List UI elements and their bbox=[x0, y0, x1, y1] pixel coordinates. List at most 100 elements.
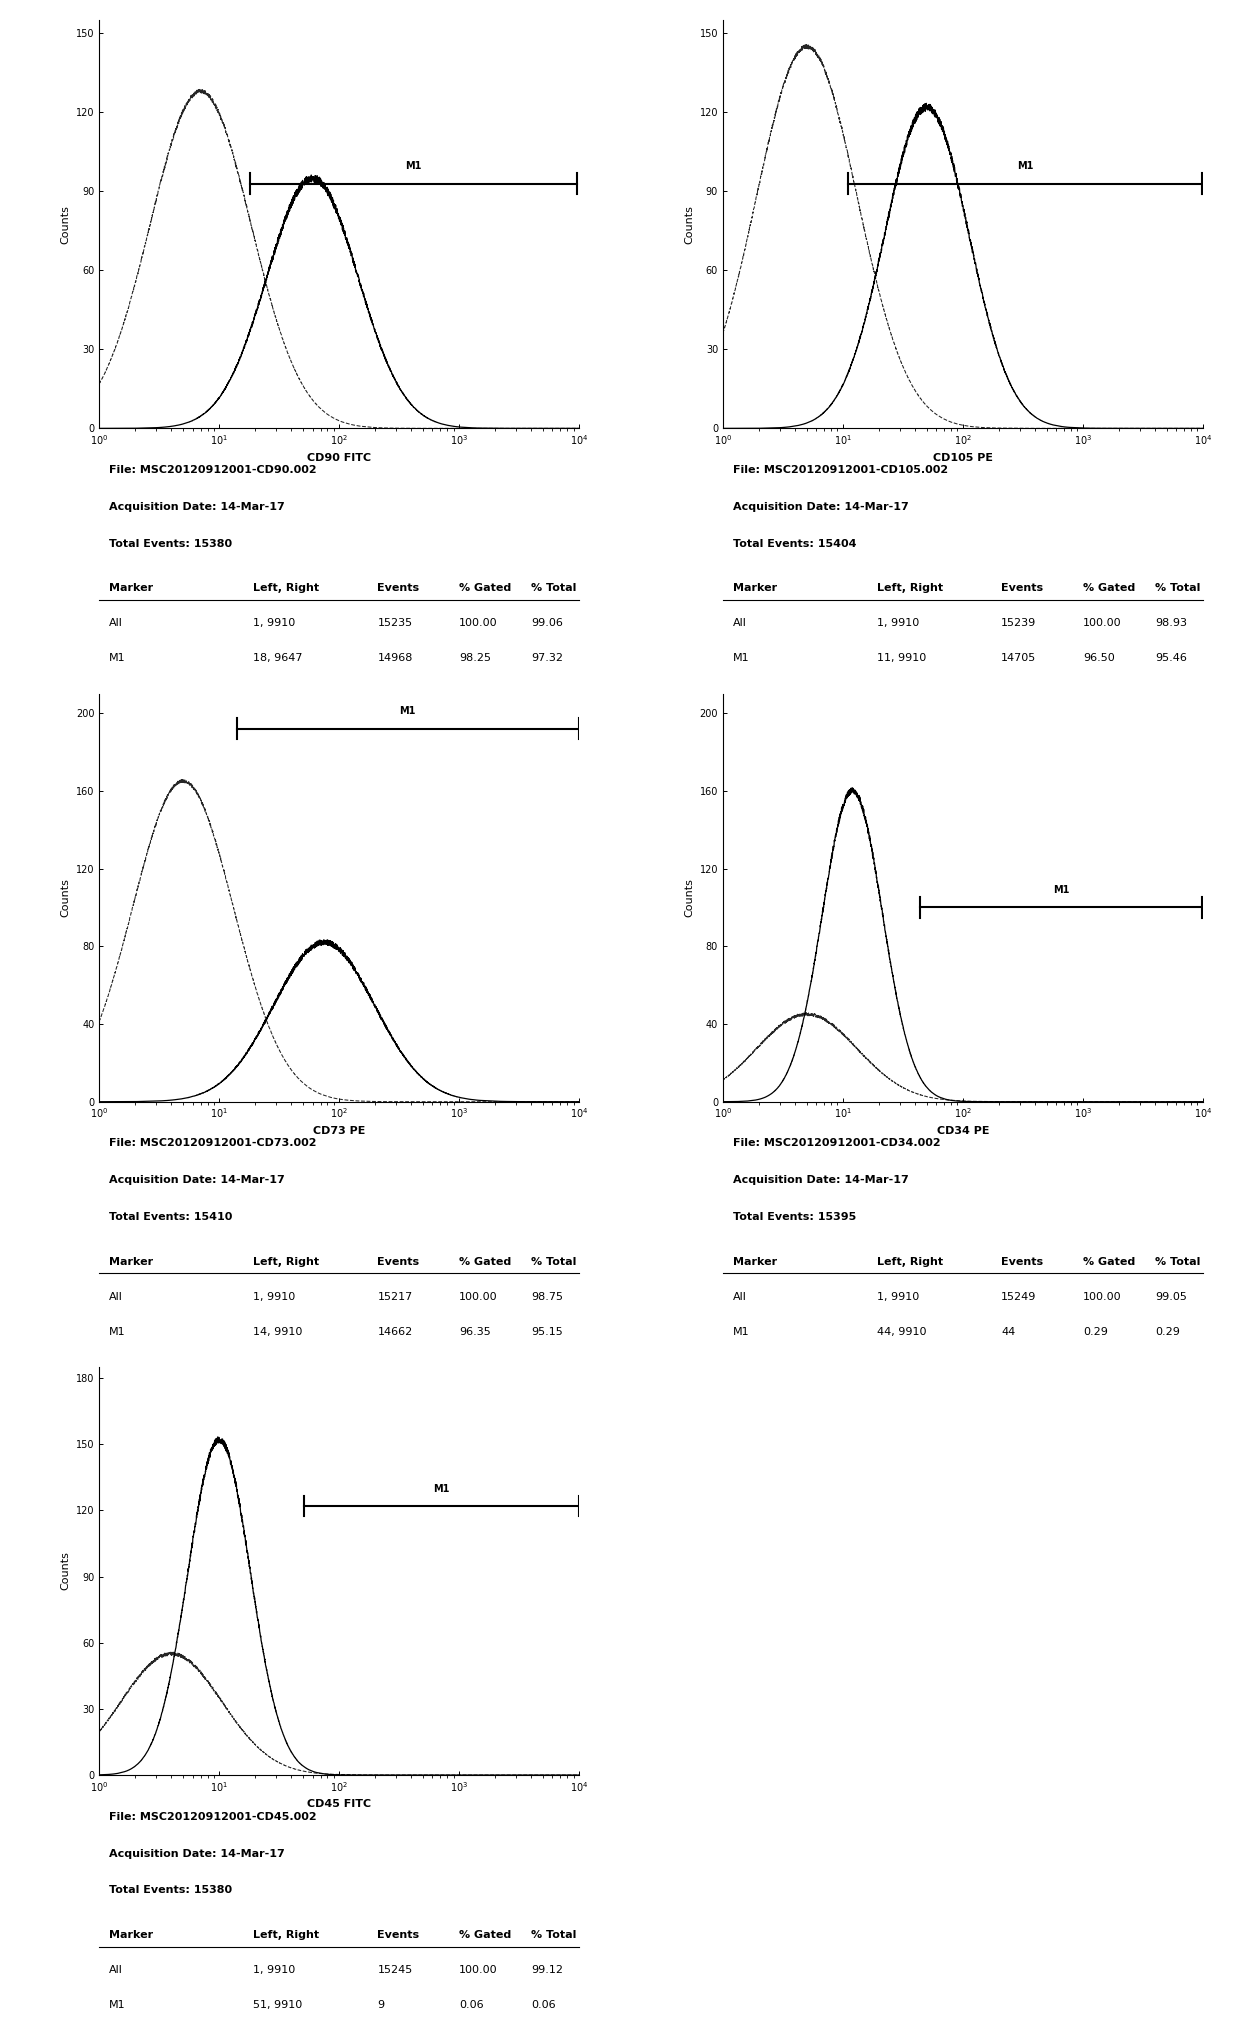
Text: Events: Events bbox=[1001, 1257, 1043, 1267]
Text: All: All bbox=[733, 619, 746, 629]
Text: Acquisition Date: 14-Mar-17: Acquisition Date: 14-Mar-17 bbox=[109, 1849, 284, 1859]
Text: 1, 9910: 1, 9910 bbox=[877, 1291, 919, 1301]
Text: File: MSC20120912001-CD105.002: File: MSC20120912001-CD105.002 bbox=[733, 465, 947, 475]
Text: Marker: Marker bbox=[109, 1931, 153, 1941]
Text: 96.50: 96.50 bbox=[1083, 654, 1115, 664]
Text: 1, 9910: 1, 9910 bbox=[253, 619, 295, 629]
Text: All: All bbox=[109, 1965, 123, 1975]
X-axis label: CD105 PE: CD105 PE bbox=[932, 453, 993, 463]
Text: % Gated: % Gated bbox=[459, 1257, 511, 1267]
Text: Marker: Marker bbox=[109, 1257, 153, 1267]
Y-axis label: Counts: Counts bbox=[684, 879, 694, 918]
Text: 15249: 15249 bbox=[1001, 1291, 1037, 1301]
Text: Total Events: 15395: Total Events: 15395 bbox=[733, 1212, 856, 1222]
Text: 99.06: 99.06 bbox=[531, 619, 563, 629]
Text: Events: Events bbox=[377, 1931, 419, 1941]
Text: % Gated: % Gated bbox=[1083, 583, 1135, 593]
Text: 0.06: 0.06 bbox=[531, 2000, 556, 2010]
Text: Total Events: 15404: Total Events: 15404 bbox=[733, 538, 856, 548]
Text: 1, 9910: 1, 9910 bbox=[253, 1291, 295, 1301]
Text: 100.00: 100.00 bbox=[1083, 1291, 1121, 1301]
Text: 15235: 15235 bbox=[377, 619, 413, 629]
Text: % Total: % Total bbox=[1154, 583, 1200, 593]
Text: M1: M1 bbox=[733, 1326, 749, 1336]
Text: 99.12: 99.12 bbox=[531, 1965, 563, 1975]
Text: File: MSC20120912001-CD45.002: File: MSC20120912001-CD45.002 bbox=[109, 1813, 316, 1821]
Text: Left, Right: Left, Right bbox=[253, 1257, 319, 1267]
Text: 98.25: 98.25 bbox=[459, 654, 491, 664]
Text: 14, 9910: 14, 9910 bbox=[253, 1326, 303, 1336]
Text: M1: M1 bbox=[1017, 160, 1033, 171]
Text: M1: M1 bbox=[109, 2000, 125, 2010]
Text: 44, 9910: 44, 9910 bbox=[877, 1326, 926, 1336]
Text: 100.00: 100.00 bbox=[1083, 619, 1121, 629]
Text: M1: M1 bbox=[733, 654, 749, 664]
X-axis label: CD34 PE: CD34 PE bbox=[936, 1127, 990, 1137]
Text: Left, Right: Left, Right bbox=[253, 583, 319, 593]
Y-axis label: Counts: Counts bbox=[61, 205, 71, 244]
Text: 100.00: 100.00 bbox=[459, 1965, 497, 1975]
Text: 15217: 15217 bbox=[377, 1291, 413, 1301]
X-axis label: CD73 PE: CD73 PE bbox=[312, 1127, 366, 1137]
Text: M1: M1 bbox=[433, 1484, 449, 1494]
Text: Marker: Marker bbox=[733, 583, 776, 593]
Text: 14705: 14705 bbox=[1001, 654, 1037, 664]
Text: 14968: 14968 bbox=[377, 654, 413, 664]
Text: Left, Right: Left, Right bbox=[253, 1931, 319, 1941]
Text: 14662: 14662 bbox=[377, 1326, 413, 1336]
Text: File: MSC20120912001-CD73.002: File: MSC20120912001-CD73.002 bbox=[109, 1139, 316, 1149]
Text: 44: 44 bbox=[1001, 1326, 1016, 1336]
Text: All: All bbox=[109, 619, 123, 629]
Text: M1: M1 bbox=[399, 706, 415, 717]
Text: 15245: 15245 bbox=[377, 1965, 413, 1975]
Text: Events: Events bbox=[377, 1257, 419, 1267]
X-axis label: CD45 FITC: CD45 FITC bbox=[308, 1799, 371, 1809]
Text: 18, 9647: 18, 9647 bbox=[253, 654, 303, 664]
Text: 95.15: 95.15 bbox=[531, 1326, 563, 1336]
Text: Left, Right: Left, Right bbox=[877, 583, 942, 593]
Text: Total Events: 15380: Total Events: 15380 bbox=[109, 538, 232, 548]
Text: 1, 9910: 1, 9910 bbox=[877, 619, 919, 629]
Text: % Gated: % Gated bbox=[459, 1931, 511, 1941]
Text: M1: M1 bbox=[1053, 885, 1069, 895]
Text: 99.05: 99.05 bbox=[1154, 1291, 1187, 1301]
Text: Marker: Marker bbox=[733, 1257, 776, 1267]
Text: % Gated: % Gated bbox=[1083, 1257, 1135, 1267]
Text: % Total: % Total bbox=[1154, 1257, 1200, 1267]
Text: 98.75: 98.75 bbox=[531, 1291, 563, 1301]
Y-axis label: Counts: Counts bbox=[684, 205, 694, 244]
Text: 97.32: 97.32 bbox=[531, 654, 563, 664]
X-axis label: CD90 FITC: CD90 FITC bbox=[308, 453, 371, 463]
Text: % Total: % Total bbox=[531, 1931, 577, 1941]
Text: 95.46: 95.46 bbox=[1154, 654, 1187, 664]
Text: Acquisition Date: 14-Mar-17: Acquisition Date: 14-Mar-17 bbox=[109, 1175, 284, 1186]
Text: File: MSC20120912001-CD34.002: File: MSC20120912001-CD34.002 bbox=[733, 1139, 940, 1149]
Y-axis label: Counts: Counts bbox=[61, 1551, 71, 1589]
Text: Events: Events bbox=[1001, 583, 1043, 593]
Text: M1: M1 bbox=[405, 160, 422, 171]
Text: 9: 9 bbox=[377, 2000, 384, 2010]
Text: 15239: 15239 bbox=[1001, 619, 1037, 629]
Text: 1, 9910: 1, 9910 bbox=[253, 1965, 295, 1975]
Text: 0.29: 0.29 bbox=[1083, 1326, 1107, 1336]
Text: Total Events: 15380: Total Events: 15380 bbox=[109, 1886, 232, 1896]
Text: Acquisition Date: 14-Mar-17: Acquisition Date: 14-Mar-17 bbox=[109, 501, 284, 512]
Text: 11, 9910: 11, 9910 bbox=[877, 654, 926, 664]
Text: % Total: % Total bbox=[531, 583, 577, 593]
Text: 0.29: 0.29 bbox=[1154, 1326, 1179, 1336]
Text: 51, 9910: 51, 9910 bbox=[253, 2000, 303, 2010]
Text: M1: M1 bbox=[109, 654, 125, 664]
Text: Acquisition Date: 14-Mar-17: Acquisition Date: 14-Mar-17 bbox=[733, 501, 909, 512]
Text: All: All bbox=[109, 1291, 123, 1301]
Text: 0.06: 0.06 bbox=[459, 2000, 484, 2010]
Y-axis label: Counts: Counts bbox=[61, 879, 71, 918]
Text: % Total: % Total bbox=[531, 1257, 577, 1267]
Text: Events: Events bbox=[377, 583, 419, 593]
Text: Marker: Marker bbox=[109, 583, 153, 593]
Text: 100.00: 100.00 bbox=[459, 1291, 497, 1301]
Text: 100.00: 100.00 bbox=[459, 619, 497, 629]
Text: Acquisition Date: 14-Mar-17: Acquisition Date: 14-Mar-17 bbox=[733, 1175, 909, 1186]
Text: File: MSC20120912001-CD90.002: File: MSC20120912001-CD90.002 bbox=[109, 465, 316, 475]
Text: M1: M1 bbox=[109, 1326, 125, 1336]
Text: 98.93: 98.93 bbox=[1154, 619, 1187, 629]
